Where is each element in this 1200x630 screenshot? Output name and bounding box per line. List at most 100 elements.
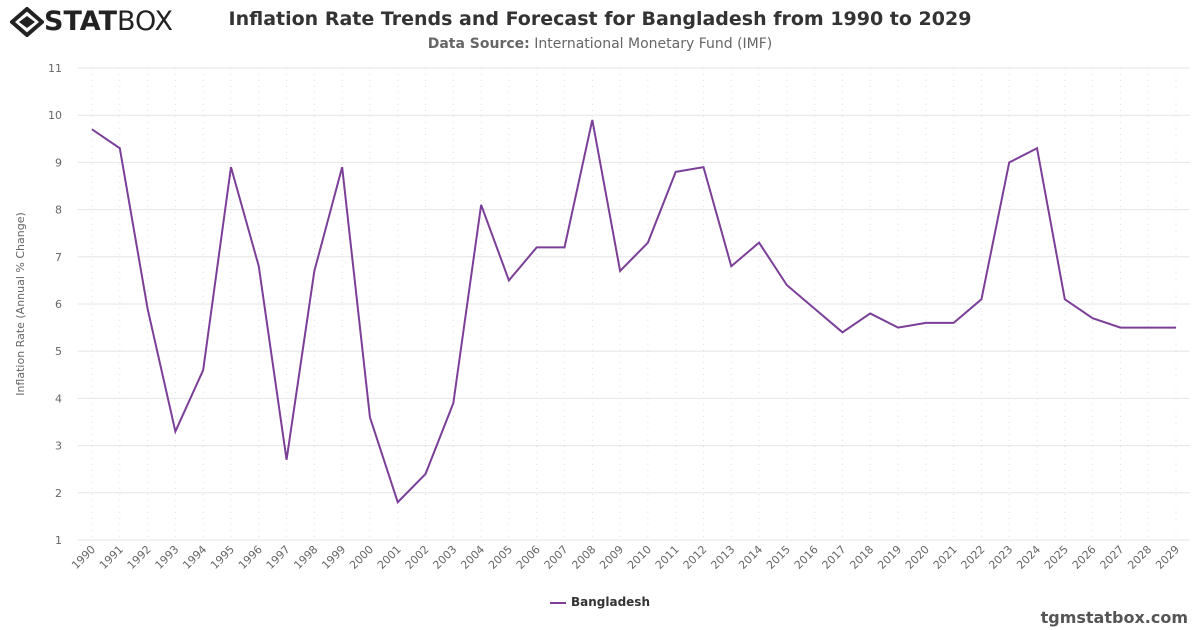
x-tick-label: 1999 [319,543,348,572]
x-tick-label: 1997 [264,543,293,572]
x-tick-label: 2016 [792,543,821,572]
data-point-2005[interactable] [506,277,512,283]
x-tick-label: 1991 [97,543,126,572]
x-tick-label: 2007 [542,543,571,572]
x-tick-label: 1995 [208,543,237,572]
y-tick-label: 10 [48,109,62,122]
x-tick-label: 2008 [569,543,598,572]
data-point-2019[interactable] [895,325,901,331]
y-tick-label: 3 [55,440,62,453]
data-point-2024[interactable] [1034,145,1040,151]
x-tick-label: 2027 [1098,543,1127,572]
data-point-2020[interactable] [923,320,929,326]
y-axis-label: Inflation Rate (Annual % Change) [14,212,27,396]
x-tick-label: 2005 [486,543,515,572]
data-point-1992[interactable] [145,306,151,312]
grid [78,67,1190,541]
y-tick-label: 2 [55,487,62,500]
x-tick-label: 2011 [653,543,682,572]
x-tick-label: 2003 [430,543,459,572]
x-tick-label: 2001 [375,543,404,572]
data-point-1993[interactable] [172,428,178,434]
x-tick-label: 2028 [1125,543,1154,572]
data-point-2013[interactable] [728,263,734,269]
chart-subtitle: Data Source: International Monetary Fund… [0,36,1200,52]
x-tick-label: 2019 [875,543,904,572]
data-point-2009[interactable] [617,268,623,274]
data-point-2003[interactable] [450,400,456,406]
data-point-1998[interactable] [311,268,317,274]
data-point-1999[interactable] [339,164,345,170]
x-tick-label: 2012 [681,543,710,572]
data-point-2014[interactable] [756,240,762,246]
x-tick-label: 2022 [959,543,988,572]
data-point-2021[interactable] [951,320,957,326]
logo-text-stat: STAT [44,6,117,37]
data-points [89,117,1179,505]
legend[interactable]: Bangladesh [0,595,1200,609]
diamond-logo-icon [10,6,44,37]
y-axis: 1 2 3 4 5 6 7 8 9 10 11 [48,62,62,547]
x-tick-label: 2024 [1014,543,1043,572]
data-point-2001[interactable] [395,499,401,505]
data-point-2000[interactable] [367,414,373,420]
x-tick-label: 2017 [820,543,849,572]
y-tick-label: 4 [55,392,62,405]
x-tick-label: 1996 [236,543,265,572]
x-tick-label: 1994 [180,543,209,572]
x-axis: 1990199119921993199419951996199719981999… [69,543,1182,572]
y-tick-label: 1 [55,534,62,547]
data-point-2010[interactable] [645,240,651,246]
data-point-2028[interactable] [1145,325,1151,331]
data-point-2022[interactable] [978,296,984,302]
x-tick-label: 1990 [69,543,98,572]
data-point-1996[interactable] [256,263,262,269]
data-point-1990[interactable] [89,126,95,132]
x-tick-label: 2004 [458,543,487,572]
data-point-2002[interactable] [423,471,429,477]
y-tick-label: 7 [55,251,62,264]
y-tick-label: 5 [55,345,62,358]
statbox-logo: STAT BOX [10,6,173,37]
y-tick-label: 11 [48,62,62,75]
data-point-2016[interactable] [812,306,818,312]
series-line-bangladesh[interactable] [91,119,1176,505]
data-point-2015[interactable] [784,282,790,288]
logo-text-box: BOX [116,6,174,37]
data-point-1997[interactable] [284,457,290,463]
data-point-2017[interactable] [839,329,845,335]
data-point-1991[interactable] [117,145,123,151]
x-tick-label: 2014 [736,543,765,572]
y-tick-label: 9 [55,156,62,169]
data-point-2018[interactable] [867,310,873,316]
data-point-2007[interactable] [562,244,568,250]
x-tick-label: 2020 [903,543,932,572]
data-point-1995[interactable] [228,164,234,170]
legend-line-icon [549,601,566,604]
data-point-2027[interactable] [1117,325,1123,331]
data-point-2029[interactable] [1173,325,1179,331]
y-tick-label: 8 [55,204,62,217]
subtitle-label: Data Source: [427,36,530,52]
x-tick-label: 2013 [708,543,737,572]
data-point-2025[interactable] [1062,296,1068,302]
x-tick-label: 2015 [764,543,793,572]
data-point-2004[interactable] [478,202,484,208]
site-credit: tgmstatbox.com [1040,608,1188,627]
x-tick-label: 2009 [597,543,626,572]
data-point-2006[interactable] [534,244,540,250]
data-point-2012[interactable] [700,164,706,170]
y-tick-label: 6 [55,298,62,311]
data-point-2011[interactable] [673,169,679,175]
data-point-1994[interactable] [200,367,206,373]
x-tick-label: 2006 [514,543,543,572]
x-tick-label: 2000 [347,543,376,572]
x-tick-label: 1998 [291,543,320,572]
legend-label: Bangladesh [570,595,650,609]
chart-title: Inflation Rate Trends and Forecast for B… [228,8,972,30]
data-point-2008[interactable] [589,117,595,123]
x-tick-label: 2023 [986,543,1015,572]
x-tick-label: 2026 [1070,543,1099,572]
data-point-2023[interactable] [1006,159,1012,165]
data-point-2026[interactable] [1090,315,1096,321]
